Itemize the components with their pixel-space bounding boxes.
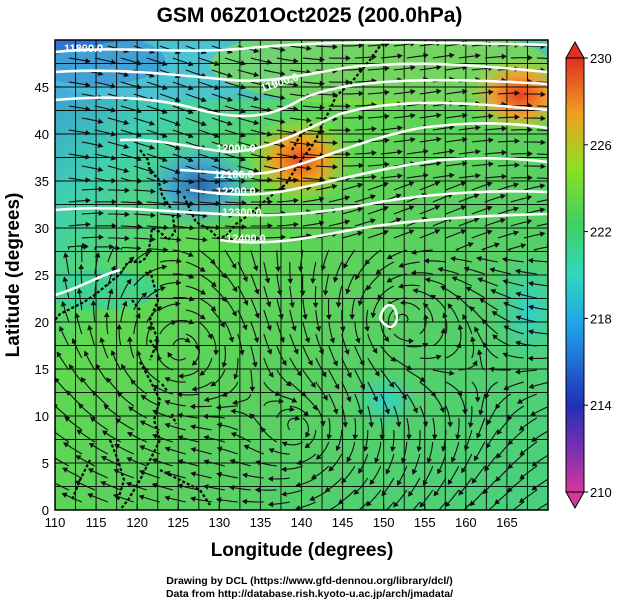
contour-label-11800: 11800.0 bbox=[64, 43, 103, 55]
contour-label-12000: 12000.0 bbox=[216, 143, 256, 155]
x-tick-label: 155 bbox=[414, 515, 436, 530]
map-title: GSM 06Z01Oct2025 (200.0hPa) bbox=[156, 4, 463, 27]
x-tick-label: 120 bbox=[126, 515, 148, 530]
contour-label-12400: 12400.0 bbox=[226, 233, 266, 245]
x-tick-label: 145 bbox=[332, 515, 354, 530]
y-tick-label: 5 bbox=[42, 456, 49, 471]
credit-data: Data from http://database.rish.kyoto-u.a… bbox=[165, 587, 454, 600]
colorbar: 230 226 222 218 214 210 bbox=[565, 40, 612, 510]
x-tick-label: 130 bbox=[208, 515, 230, 530]
credits: Drawing by DCL (https://www.gfd-dennou.o… bbox=[0, 575, 619, 600]
contour-label-12300: 12300.0 bbox=[222, 207, 262, 219]
colorbar-tick-label: 210 bbox=[590, 485, 612, 500]
credit-drawing: Drawing by DCL (https://www.gfd-dennou.o… bbox=[166, 575, 453, 587]
y-tick-label: 10 bbox=[35, 409, 49, 424]
x-tick-label: 150 bbox=[373, 515, 395, 530]
map-field: 11800.0 11900.0 12000.0 12100.0 12200.0 … bbox=[55, 40, 548, 510]
y-tick-label: 45 bbox=[35, 80, 49, 95]
y-tick-label: 20 bbox=[35, 315, 49, 330]
x-tick-label: 135 bbox=[250, 515, 272, 530]
colorbar-tick-label: 214 bbox=[590, 398, 612, 413]
colorbar-tick-label: 218 bbox=[590, 311, 612, 326]
colorbar-tick-label: 230 bbox=[590, 51, 612, 66]
contour-label-12200: 12200.0 bbox=[216, 186, 256, 198]
y-tick-label: 35 bbox=[35, 174, 49, 189]
y-tick-label: 15 bbox=[35, 362, 49, 377]
x-tick-label: 165 bbox=[496, 515, 518, 530]
x-tick-label: 110 bbox=[45, 515, 66, 530]
x-tick-label: 125 bbox=[167, 515, 189, 530]
x-tick-label: 115 bbox=[86, 515, 107, 530]
contour-label-12100: 12100.0 bbox=[214, 169, 254, 181]
colorbar-tick-label: 226 bbox=[590, 138, 612, 153]
colorbar-min-arrow bbox=[565, 491, 585, 510]
y-tick-label: 30 bbox=[35, 221, 49, 236]
colorbar-tick-label: 222 bbox=[590, 225, 612, 240]
x-tick-label: 160 bbox=[455, 515, 477, 530]
y-axis-label: Latitude (degrees) bbox=[3, 193, 24, 358]
x-axis: 110 115 120 125 130 135 140 145 150 155 160 165 bbox=[45, 504, 518, 530]
x-tick-label: 140 bbox=[291, 515, 313, 530]
y-tick-label: 25 bbox=[35, 268, 49, 283]
y-axis: 0 5 10 15 20 25 30 35 40 45 bbox=[35, 80, 61, 518]
y-tick-label: 0 bbox=[42, 503, 49, 518]
y-tick-label: 40 bbox=[35, 127, 49, 142]
x-axis-label: Longitude (degrees) bbox=[211, 540, 394, 561]
colorbar-max-arrow bbox=[565, 40, 585, 59]
